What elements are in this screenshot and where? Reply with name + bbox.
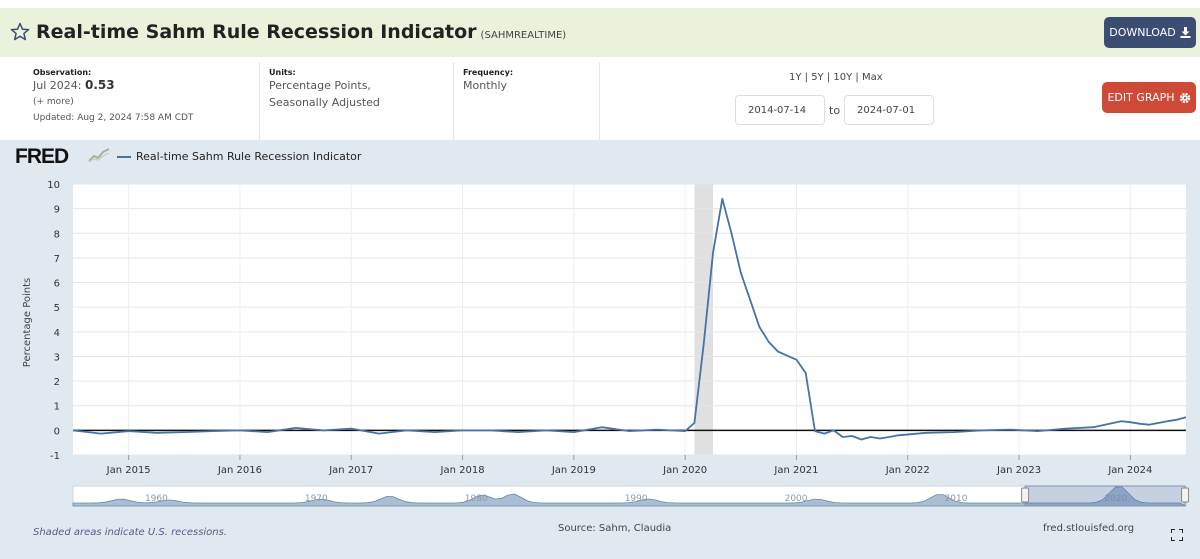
observation-label: Observation: [33, 68, 92, 77]
y-tick-label: 4 [54, 328, 60, 339]
y-tick-label: 6 [54, 279, 60, 290]
units-label: Units: [269, 68, 296, 77]
series-title: Real-time Sahm Rule Recession Indicator [36, 21, 477, 43]
title-bar: Real-time Sahm Rule Recession Indicator(… [0, 8, 1200, 57]
navigator-tick-label: 1970 [305, 494, 328, 504]
fullscreen-icon[interactable] [1171, 529, 1183, 541]
download-button[interactable]: DOWNLOAD [1104, 17, 1196, 48]
y-tick-label: -1 [50, 451, 60, 462]
navigator-tick-label: 1960 [145, 494, 168, 504]
y-tick-label: 8 [54, 229, 60, 240]
download-icon [1180, 27, 1191, 38]
navigator-tick-label: 2020 [1104, 494, 1127, 504]
source-text: Source: Sahm, Claudia [558, 523, 672, 534]
to-label: to [829, 104, 841, 117]
navigator-series [72, 486, 1187, 507]
chart-area: -1 0 1 2 3 4 5 6 7 8 9 10 Jan 2015 Jan 2016 Jan 2017 Ja… [0, 140, 1200, 559]
y-tick-label: 9 [54, 205, 60, 216]
chart-svg: -1 0 1 2 3 4 5 6 7 8 9 10 Jan 2015 Jan 2016 Jan 2017 Ja… [22, 180, 1190, 507]
legend-line-swatch [117, 156, 131, 158]
navigator-selection [1024, 485, 1186, 507]
observation-date: Jul 2024: [33, 79, 82, 92]
y-tick-label: 7 [54, 254, 60, 265]
x-tick-label: Jan 2018 [440, 465, 485, 476]
updated-text: Updated: Aug 2, 2024 7:58 AM CDT [33, 113, 194, 123]
x-tick-label: Jan 2020 [662, 465, 707, 476]
recession-shading [694, 184, 713, 455]
x-tick-label: Jan 2023 [996, 465, 1041, 476]
more-link[interactable]: (+ more) [33, 97, 74, 107]
edit-graph-button[interactable]: EDIT GRAPH [1102, 82, 1196, 113]
fred-chart-icon [88, 147, 110, 163]
navigator-tick-label: 2010 [945, 494, 968, 504]
gear-icon [1179, 92, 1190, 103]
site-link[interactable]: fred.stlouisfed.org [1043, 523, 1135, 534]
units-panel: Units: Percentage Points, Seasonally Adj… [260, 62, 454, 140]
y-tick-label: 2 [54, 377, 60, 388]
x-tick-label: Jan 2016 [217, 465, 262, 476]
range-links[interactable]: 1Y | 5Y | 10Y | Max [789, 72, 883, 83]
x-tick-label: Jan 2024 [1107, 465, 1152, 476]
units-line1: Percentage Points, [269, 79, 371, 92]
start-date-input[interactable] [735, 95, 825, 125]
download-label: DOWNLOAD [1109, 26, 1176, 39]
star-outline-icon[interactable] [10, 22, 30, 42]
frequency-label: Frequency: [463, 68, 514, 77]
chart-legend: Real-time Sahm Rule Recession Indicator [117, 150, 361, 163]
end-date-input[interactable] [844, 95, 934, 125]
frequency-panel: Frequency: Monthly [454, 62, 600, 140]
navigator-handle[interactable] [1181, 487, 1190, 503]
y-tick-label: 1 [54, 402, 60, 413]
legend-series-name: Real-time Sahm Rule Recession Indicator [136, 150, 362, 163]
plot-background [73, 184, 1186, 455]
observation-panel: Observation: Jul 2024: 0.53 (+ more) Upd… [0, 62, 260, 140]
observation-line: Jul 2024: 0.53 [33, 77, 259, 94]
navigator-tick-label: 1980 [465, 494, 488, 504]
units-line2: Seasonally Adjusted [269, 96, 380, 109]
x-tick-label: Jan 2022 [885, 465, 930, 476]
navigator-tick-label: 2000 [785, 494, 808, 504]
series-line [72, 197, 1187, 441]
x-tick-label: Jan 2017 [328, 465, 373, 476]
y-tick-label: 0 [54, 426, 60, 437]
y-tick-label: 3 [54, 352, 60, 363]
frequency-value: Monthly [463, 79, 508, 92]
series-meta: Observation: Jul 2024: 0.53 (+ more) Upd… [0, 62, 1200, 140]
y-tick-label: 10 [47, 180, 60, 191]
page-title: Real-time Sahm Rule Recession Indicator(… [36, 21, 566, 43]
x-tick-label: Jan 2021 [773, 465, 818, 476]
observation-value: 0.53 [84, 78, 115, 92]
navigator-handle[interactable] [1021, 487, 1030, 503]
y-tick-label: 5 [54, 303, 60, 314]
series-id: (SAHMREALTIME) [480, 30, 567, 41]
navigator-tick-label: 1990 [625, 494, 648, 504]
x-tick-label: Jan 2015 [106, 465, 151, 476]
recession-note: Shaded areas indicate U.S. recessions. [33, 527, 228, 538]
x-tick-label: Jan 2019 [551, 465, 596, 476]
y-axis-label: Percentage Points [22, 278, 33, 367]
fred-logo[interactable]: FRED [15, 145, 69, 168]
edit-graph-label: EDIT GRAPH [1107, 91, 1175, 104]
